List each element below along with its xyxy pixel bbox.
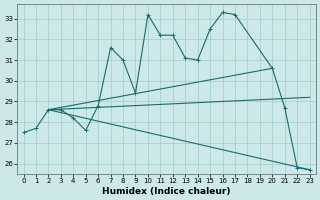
X-axis label: Humidex (Indice chaleur): Humidex (Indice chaleur)	[102, 187, 231, 196]
